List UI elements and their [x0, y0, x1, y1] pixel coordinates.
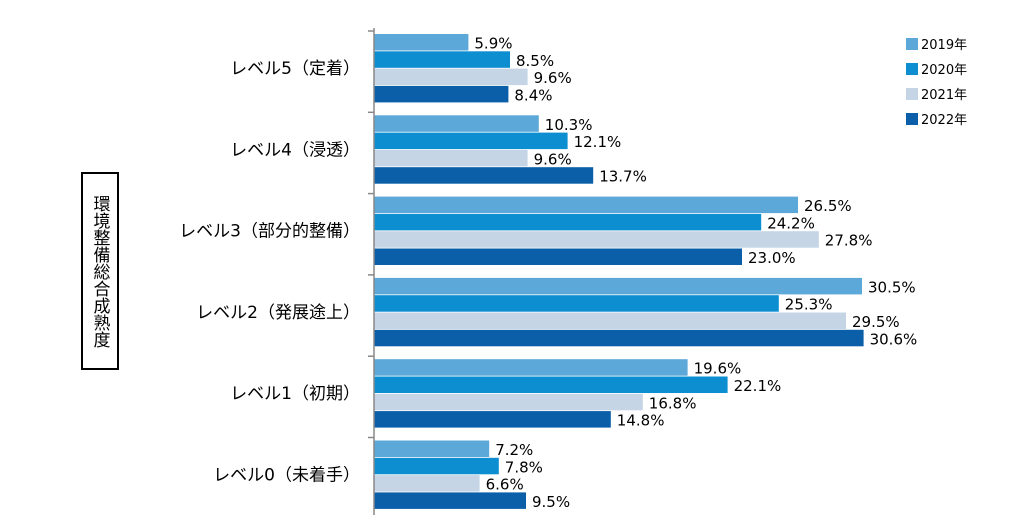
- data-label: 7.2%: [495, 441, 533, 459]
- bar: [374, 213, 762, 231]
- data-label: 23.0%: [748, 249, 796, 267]
- bar: [374, 85, 509, 103]
- bar: [374, 393, 643, 411]
- bar: [374, 376, 728, 393]
- data-label: 6.6%: [486, 476, 524, 494]
- bar: [374, 149, 528, 167]
- bar: [374, 295, 779, 312]
- bar: [374, 132, 568, 150]
- data-label: 13.7%: [599, 168, 647, 186]
- bar: [374, 231, 819, 248]
- bar: [374, 34, 469, 51]
- data-label: 27.8%: [825, 232, 873, 250]
- bar: [374, 167, 594, 184]
- bar: [374, 492, 526, 509]
- bar: [374, 51, 510, 68]
- data-label: 29.5%: [852, 313, 900, 331]
- category-label: レベル3（部分的整備）: [179, 222, 360, 242]
- data-label: 9.6%: [534, 69, 572, 87]
- data-label: 22.1%: [734, 377, 782, 395]
- y-axis-title-box: 環境整備総合成熟度: [81, 172, 119, 370]
- category-label: レベル4（浸透）: [230, 140, 360, 160]
- category-label: レベル1（初期）: [230, 384, 360, 404]
- legend-swatch: [906, 88, 918, 100]
- data-label: 10.3%: [545, 116, 593, 134]
- legend-swatch: [906, 63, 918, 75]
- data-label: 5.9%: [474, 35, 512, 53]
- data-label: 7.8%: [505, 458, 543, 476]
- category-label: レベル0（未着手）: [213, 466, 360, 486]
- legend-label: 2022年: [921, 113, 967, 128]
- bar: [374, 475, 480, 492]
- bar: [374, 359, 688, 376]
- bar: [374, 115, 539, 132]
- legend-label: 2020年: [921, 63, 967, 78]
- bar: [374, 440, 490, 457]
- data-label: 25.3%: [785, 296, 833, 314]
- data-label: 9.6%: [534, 150, 572, 168]
- data-label: 24.2%: [767, 214, 815, 232]
- data-label: 16.8%: [649, 394, 697, 412]
- data-label: 26.5%: [804, 197, 852, 215]
- category-label: レベル2（発展途上）: [196, 303, 360, 323]
- bar: [374, 411, 611, 428]
- data-label: 8.5%: [516, 52, 554, 70]
- data-label: 12.1%: [574, 133, 622, 151]
- bar: [374, 277, 862, 295]
- data-label: 14.8%: [617, 412, 665, 430]
- legend-label: 2019年: [921, 38, 967, 53]
- data-label: 9.5%: [532, 493, 570, 511]
- bar: [374, 248, 742, 265]
- data-label: 30.5%: [868, 278, 916, 296]
- data-label: 19.6%: [694, 360, 742, 378]
- bar: [374, 68, 528, 86]
- category-label: レベル5（定着）: [230, 59, 360, 79]
- legend-label: 2021年: [921, 88, 967, 103]
- data-label: 8.4%: [514, 86, 552, 104]
- bar: [374, 329, 864, 347]
- bar: [374, 457, 499, 475]
- y-axis-title: 環境整備総合成熟度: [89, 194, 110, 348]
- legend-swatch: [906, 38, 918, 50]
- legend-swatch: [906, 113, 918, 125]
- bar: [374, 312, 846, 329]
- data-label: 30.6%: [870, 330, 918, 348]
- bar: [374, 196, 798, 214]
